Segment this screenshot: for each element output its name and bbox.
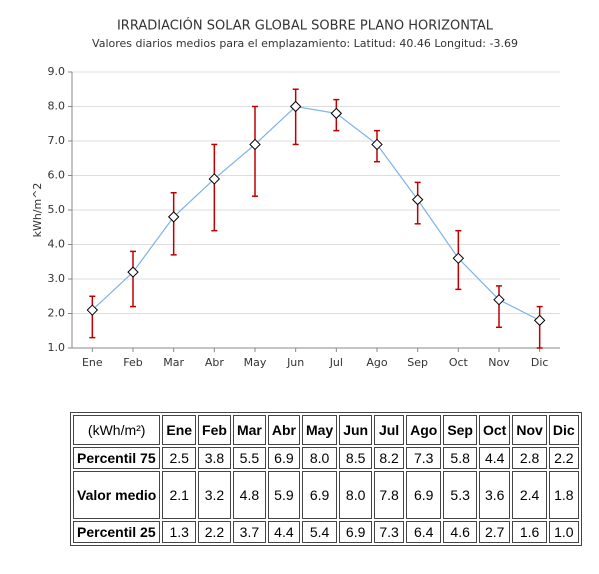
chart: IRRADIACIÓN SOLAR GLOBAL SOBRE PLANO HOR… [31,18,560,369]
value-cell: 6.9 [267,447,300,469]
mean-marker [533,314,546,327]
value-cell: 7.8 [374,471,405,519]
x-tick-label: Mar [163,356,184,369]
value-cell: 6.9 [406,471,442,519]
mean-marker [411,193,424,206]
value-cell: 5.8 [443,447,477,469]
y-tick-label: 2.0 [48,307,66,320]
value-cell: 5.9 [267,471,300,519]
value-cell: 8.2 [374,447,405,469]
month-header: Ago [406,415,442,445]
x-tick-label: Feb [123,356,142,369]
y-axis-label: kWh/m^2 [31,183,44,238]
mean-marker [493,293,505,306]
value-cell: 1.0 [548,521,579,543]
x-tick-label: Dic [531,356,549,369]
table-body: (kWh/m²) Ene Feb Mar Abr May Jun Jul Ago Sep Oct No… [73,415,579,543]
value-cell: 8.0 [339,471,373,519]
row-header: Percentil 75 [73,447,161,469]
value-cell: 1.3 [162,521,197,543]
month-header: Abr [267,415,300,445]
value-cell: 1.8 [548,471,579,519]
y-tick-label: 1.0 [48,341,66,354]
value-cell: 2.2 [198,521,231,543]
x-tick-label: Nov [488,356,510,369]
mean-marker [452,252,465,265]
y-tick-label: 6.0 [48,169,66,182]
mean-marker [330,107,343,120]
month-header: May [301,415,338,445]
x-tick-label: May [244,356,267,369]
mean-marker [167,211,180,223]
value-cell: 2.7 [479,521,511,543]
value-cell: 7.3 [374,521,405,543]
value-cell: 1.6 [512,521,547,543]
value-cell: 2.1 [162,471,197,519]
month-header: Sep [443,415,477,445]
value-cell: 3.8 [198,447,231,469]
value-cell: 2.5 [162,447,197,469]
y-tick-label: 8.0 [48,100,66,113]
value-cell: 3.2 [198,471,231,519]
y-tick-label: 5.0 [48,203,66,216]
value-cell: 3.6 [479,471,511,519]
y-tick-label: 4.0 [48,238,66,251]
x-tick-label: Oct [449,356,469,369]
value-cell: 4.8 [232,471,266,519]
value-cell: 8.0 [301,447,338,469]
data-row: Valor medio 2.1 3.2 4.8 5.9 6.9 8.0 7.8 6.9 5.3 3.… [73,471,579,519]
x-tick-label: Ago [366,356,388,369]
row-header: Percentil 25 [73,521,161,543]
month-header: Jul [374,415,405,445]
mean-line [91,105,540,321]
month-header: Nov [512,415,547,445]
mean-marker [208,173,221,185]
mean-marker [371,138,383,151]
value-cell: 2.4 [512,471,547,519]
value-cell: 6.9 [339,521,373,543]
data-row: Percentil 25 1.3 2.2 3.7 4.4 5.4 6.9 7.3 6.4 4.6 2… [73,521,579,543]
chart-title: IRRADIACIÓN SOLAR GLOBAL SOBRE PLANO HOR… [117,18,494,34]
month-header: Ene [162,415,197,445]
value-cell: 5.3 [443,471,477,519]
value-cell: 7.3 [406,447,442,469]
row-header: Valor medio [73,471,161,519]
mean-marker [127,266,139,278]
value-cell: 2.2 [548,447,579,469]
month-header: Mar [232,415,266,445]
value-cell: 6.4 [406,521,442,543]
month-header: Oct [479,415,511,445]
y-tick-label: 7.0 [48,134,66,147]
x-tick-label: Abr [205,356,225,369]
unit-cell: (kWh/m²) [73,415,161,445]
month-header: Jun [339,415,373,445]
mean-marker [289,100,302,113]
header-row: (kWh/m²) Ene Feb Mar Abr May Jun Jul Ago Sep Oct No… [73,415,579,445]
y-tick-label: 3.0 [48,272,66,285]
value-cell: 4.4 [267,521,300,543]
month-header: Feb [198,415,231,445]
mean-marker [249,138,261,151]
value-cell: 4.6 [443,521,477,543]
value-cell: 8.5 [339,447,373,469]
data-table: (kWh/m²) Ene Feb Mar Abr May Jun Jul Ago Sep Oct No… [70,412,582,546]
x-tick-label: Sep [407,356,428,369]
value-cell: 2.8 [512,447,547,469]
y-tick-label: 9.0 [48,65,66,78]
x-tick-label: Ene [82,356,103,369]
month-header: Dic [548,415,579,445]
value-cell: 6.9 [301,471,338,519]
x-tick-label: Jun [286,356,304,369]
mean-marker [86,304,99,316]
value-cell: 5.4 [301,521,338,543]
value-cell: 4.4 [479,447,511,469]
data-row: Percentil 75 2.5 3.8 5.5 6.9 8.0 8.5 8.2 7.3 5.8 4… [73,447,579,469]
x-tick-label: Jul [329,356,343,369]
value-cell: 5.5 [232,447,266,469]
chart-subtitle: Valores diarios medios para el emplazami… [92,37,518,50]
value-cell: 3.7 [232,521,266,543]
